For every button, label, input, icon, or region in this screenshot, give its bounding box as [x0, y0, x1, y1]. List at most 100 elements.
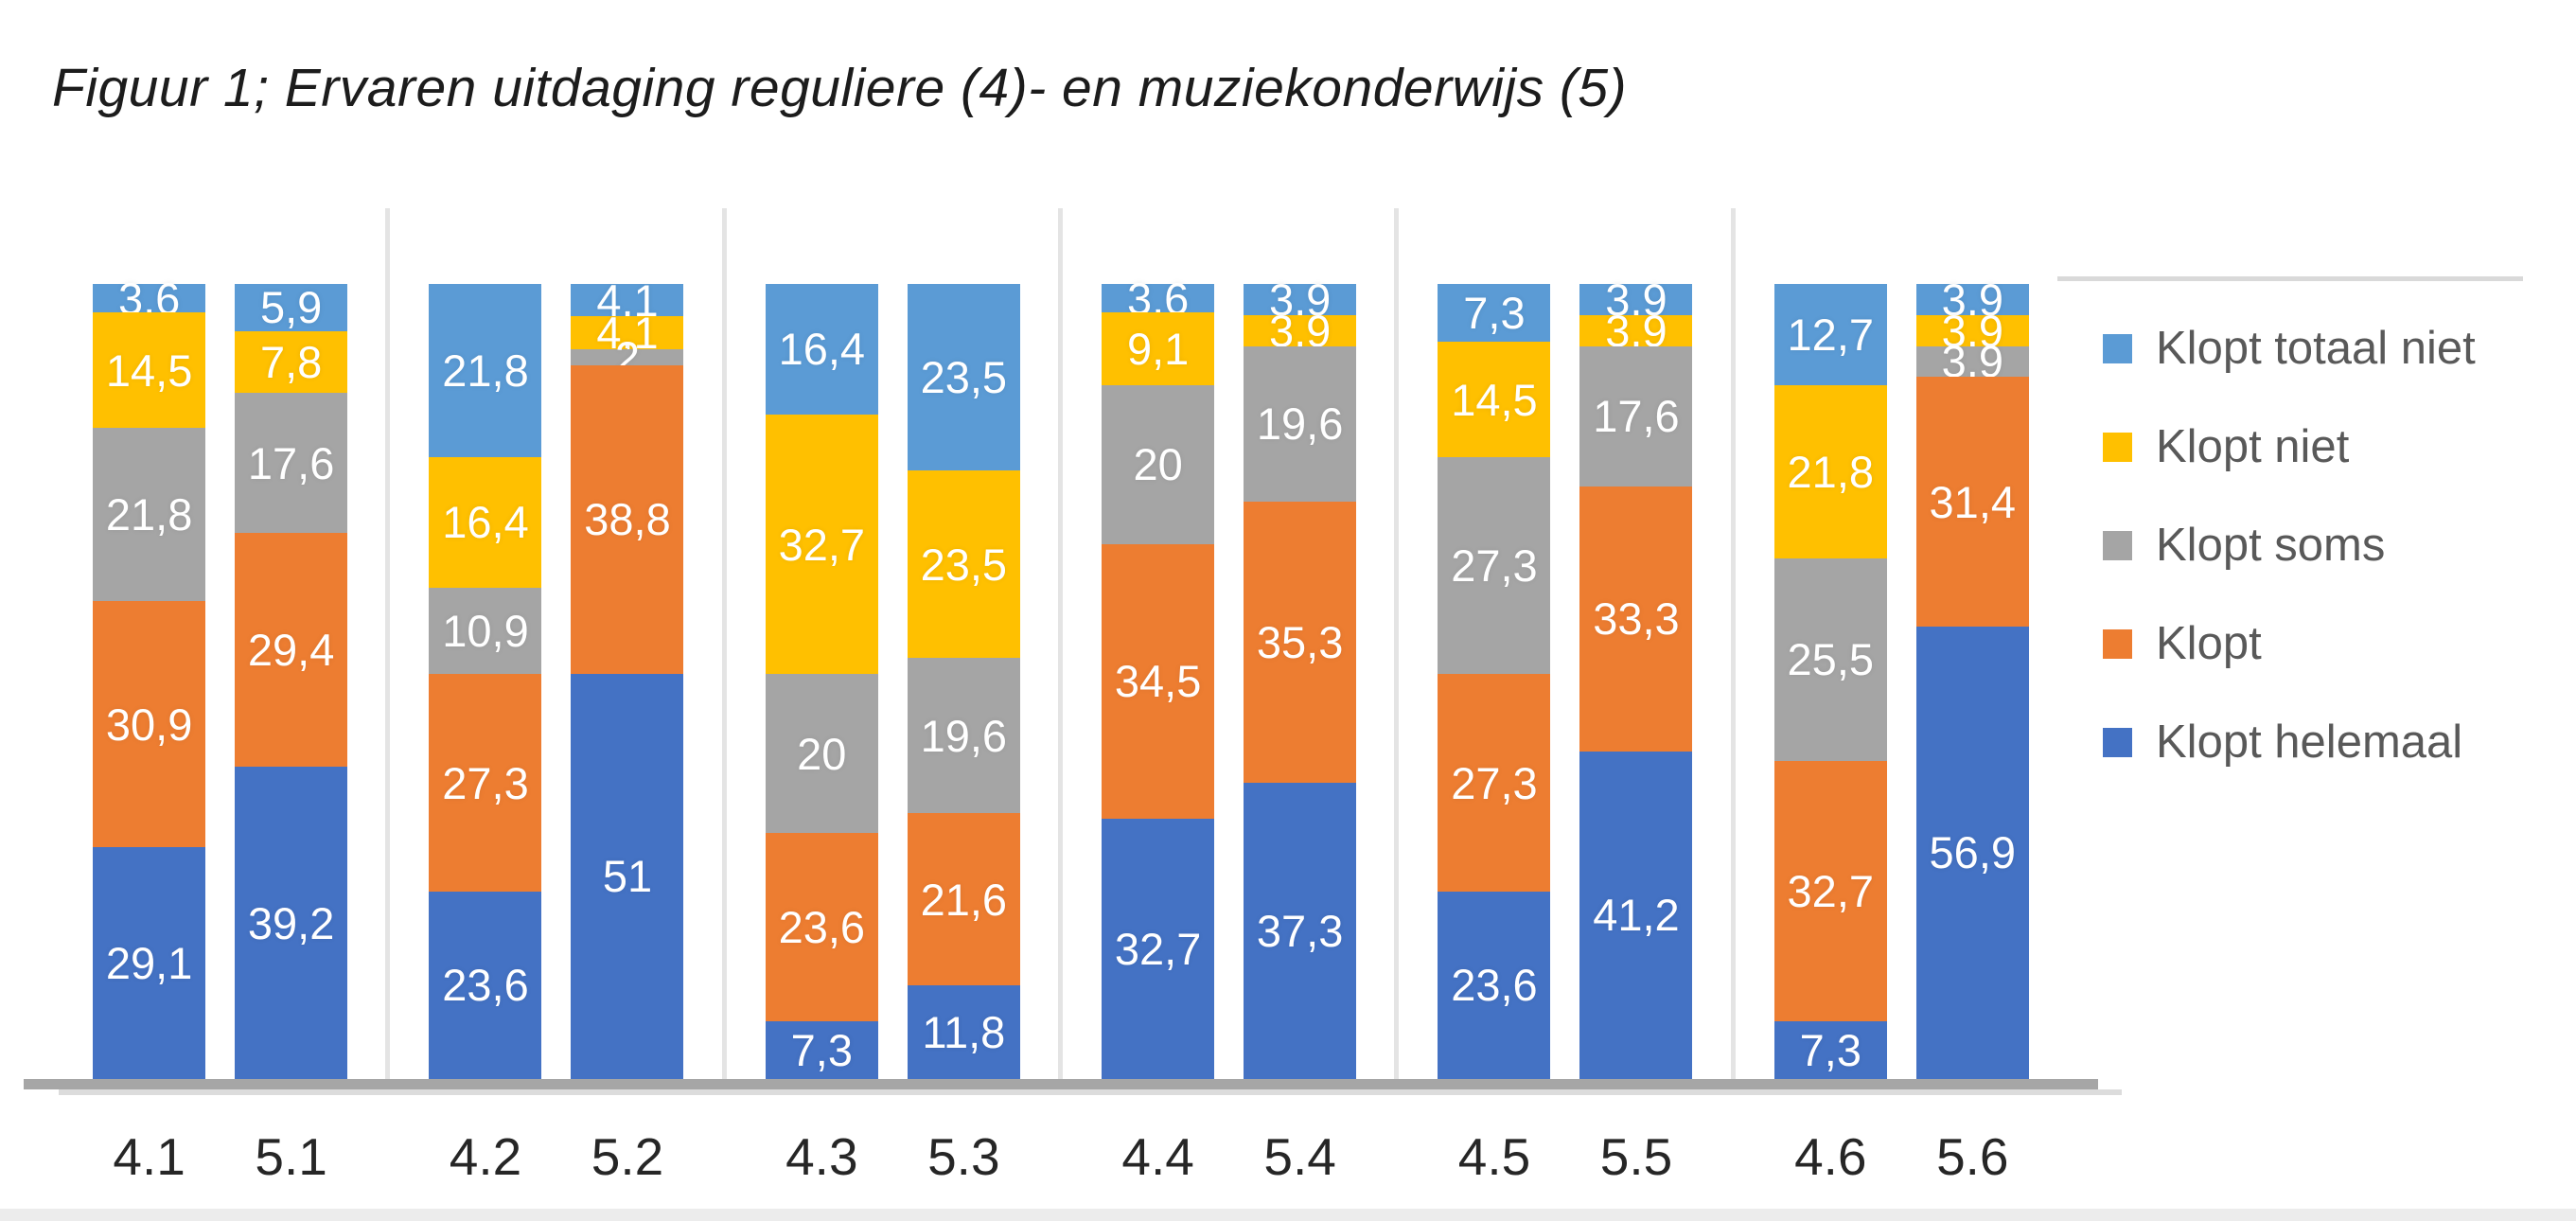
bar-segment: 23,6 — [1438, 891, 1551, 1079]
bar-segment: 3,9 — [1579, 277, 1693, 322]
value-label: 3,9 — [1941, 274, 2003, 325]
bar-segment: 39,2 — [235, 767, 348, 1079]
value-label: 4,1 — [596, 274, 659, 326]
value-label: 27,3 — [1451, 540, 1538, 592]
bar-segment: 41,2 — [1579, 751, 1693, 1079]
value-label: 32,7 — [778, 519, 866, 570]
x-axis-label: 5.4 — [1263, 1127, 1336, 1186]
bar-segment: 10,9 — [429, 587, 542, 675]
bar-segment: 56,9 — [1915, 627, 2029, 1079]
bottom-window-edge — [0, 1209, 2576, 1221]
bar-segment: 3,9 — [1579, 309, 1693, 353]
bar-segment: 9,1 — [1102, 312, 1215, 385]
value-label: 5,9 — [259, 282, 323, 333]
bar-segment: 23,5 — [907, 470, 1020, 658]
bar-pair-group: 3,6 14,5 21,8 30,9 29,1 4.1 5,9 7,8 17,6 29,4 39,2… — [52, 208, 391, 1186]
bar-segment: 25,5 — [1773, 557, 1887, 761]
x-axis-label: 5.3 — [927, 1127, 1000, 1186]
x-axis-label: 5.5 — [1599, 1127, 1673, 1186]
legend-label: Klopt helemaal — [2156, 717, 2463, 768]
bar-segment: 3,6 — [1102, 276, 1215, 321]
value-label: 7,8 — [259, 336, 323, 387]
bar-4.4: 3,6 9,1 20 34,5 32,7 4.4 — [1102, 276, 1215, 1186]
value-label: 23,6 — [778, 902, 866, 953]
legend-item: Klopt niet — [2103, 414, 2531, 480]
bar-segment: 51 — [571, 673, 684, 1079]
value-label: 38,8 — [584, 494, 671, 545]
value-label: 7,3 — [790, 1024, 853, 1075]
bar-5.4: 3,9 3,9 19,6 35,3 37,3 5.4 — [1244, 277, 1357, 1186]
figure-title: Figuur 1; Ervaren uitdaging reguliere (4… — [52, 58, 1628, 118]
bar-5.3: 23,5 23,5 19,6 21,6 11,8 5.3 — [907, 284, 1020, 1186]
bar-segment: 23,5 — [907, 284, 1020, 471]
value-label: 16,4 — [778, 324, 866, 375]
value-label: 23,6 — [1451, 960, 1538, 1011]
value-label: 20 — [797, 728, 847, 779]
value-label: 30,9 — [105, 699, 193, 750]
x-axis-line — [24, 1079, 2098, 1089]
value-label: 34,5 — [1114, 656, 1202, 707]
value-label: 51 — [602, 851, 653, 902]
value-label: 23,5 — [920, 539, 1008, 590]
legend-swatch-icon — [2103, 628, 2132, 659]
value-label: 19,6 — [920, 710, 1008, 761]
value-label: 14,5 — [1451, 374, 1538, 425]
value-label: 35,3 — [1256, 616, 1344, 667]
legend-label: Klopt totaal niet — [2156, 323, 2476, 374]
bar-segment: 35,3 — [1244, 502, 1357, 783]
bar-segment: 27,3 — [429, 674, 542, 892]
value-label: 19,6 — [1256, 398, 1344, 450]
bar-segment: 38,8 — [571, 364, 684, 674]
value-label: 27,3 — [1451, 757, 1538, 808]
bar-segment: 19,6 — [1244, 345, 1357, 503]
value-label: 23,5 — [920, 352, 1008, 403]
bar-segment: 3,6 — [93, 276, 206, 321]
value-label: 37,3 — [1256, 905, 1344, 956]
value-label: 33,3 — [1593, 593, 1680, 645]
value-label: 25,5 — [1787, 634, 1875, 685]
value-label: 17,6 — [1593, 391, 1680, 442]
bar-segment: 17,6 — [1579, 345, 1693, 487]
bar-pair-group: 21,8 16,4 10,9 27,3 23,6 4.2 4,1 4,1 2 38,8 51 5.2 — [388, 208, 727, 1186]
bar-4.6: 12,7 21,8 25,5 32,7 7,3 4.6 — [1773, 284, 1887, 1186]
bar-pair-group: 12,7 21,8 25,5 32,7 7,3 4.6 3,9 3,9 3,9 31,4 56,9 5… — [1734, 277, 2070, 1186]
legend-item: Klopt — [2103, 610, 2531, 677]
x-axis-label: 4.5 — [1457, 1127, 1531, 1186]
value-label: 39,2 — [247, 897, 335, 948]
value-label: 3,9 — [1268, 305, 1332, 356]
bar-segment: 29,4 — [235, 533, 348, 768]
value-label: 12,7 — [1787, 309, 1875, 360]
legend-item: Klopt soms — [2103, 512, 2531, 578]
bar-segment: 7,8 — [235, 330, 348, 394]
bar-segment: 7,3 — [1438, 284, 1551, 343]
x-axis-label: 4.6 — [1794, 1127, 1867, 1186]
bar-segment: 29,1 — [93, 847, 206, 1079]
value-label: 31,4 — [1929, 476, 2017, 527]
value-label: 23,6 — [442, 960, 529, 1011]
x-axis-label: 5.2 — [591, 1127, 664, 1186]
value-label: 32,7 — [1114, 923, 1202, 974]
bar-5.5: 3,9 3,9 17,6 33,3 41,2 5.5 — [1579, 277, 1693, 1186]
bar-segment: 21,8 — [1773, 384, 1887, 558]
value-label: 7,3 — [1463, 288, 1526, 339]
bar-segment: 33,3 — [1579, 486, 1693, 752]
bar-segment: 3,9 — [1244, 309, 1357, 353]
legend-label: Klopt niet — [2156, 421, 2350, 472]
plot-area: 3,6 14,5 21,8 30,9 29,1 4.1 5,9 7,8 17,6 29,4 39,2… — [52, 208, 2070, 1186]
value-label: 21,8 — [1787, 446, 1875, 497]
value-label: 29,4 — [247, 625, 335, 676]
legend-swatch-icon — [2103, 333, 2132, 363]
value-label: 3,9 — [1605, 274, 1667, 325]
value-label: 16,4 — [442, 497, 529, 548]
legend-swatch-icon — [2103, 432, 2132, 462]
bar-segment: 20 — [1102, 384, 1215, 544]
value-label: 4,1 — [596, 308, 659, 359]
bar-segment: 23,6 — [765, 833, 878, 1021]
bar-segment: 2 — [571, 335, 684, 380]
bar-segment: 3,9 — [1244, 277, 1357, 322]
x-axis-label: 5.6 — [1936, 1127, 2009, 1186]
legend-item: Klopt helemaal — [2103, 709, 2531, 775]
bar-4.5: 7,3 14,5 27,3 27,3 23,6 4.5 — [1438, 284, 1551, 1186]
value-label: 9,1 — [1126, 324, 1190, 375]
